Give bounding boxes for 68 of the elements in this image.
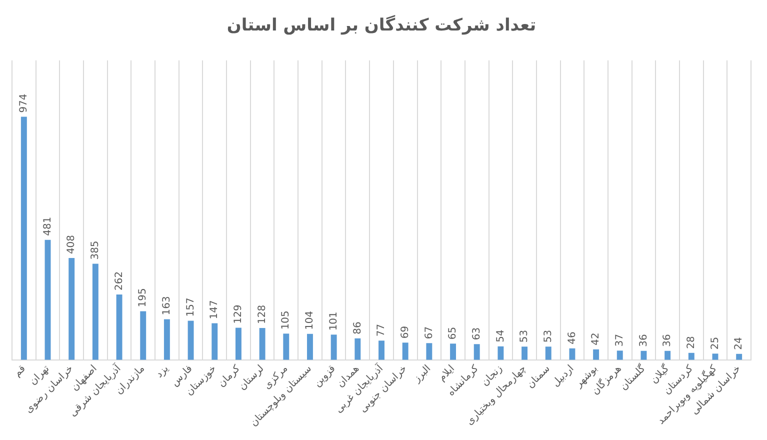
bar [140,311,146,360]
bar [212,323,218,360]
data-label: 157 [185,298,196,317]
x-tick-label: البرز [411,363,434,386]
data-label: 24 [734,337,745,350]
data-label: 53 [542,330,554,343]
data-label: 36 [662,334,674,347]
data-label: 481 [42,216,54,236]
data-label: 36 [638,334,650,347]
data-label: 25 [710,336,721,350]
data-label: 37 [614,334,626,347]
bar [164,319,170,360]
x-tick-label: سمنان [525,363,552,391]
data-label: 163 [162,296,173,316]
data-label: 105 [280,310,292,330]
bar [330,334,337,360]
data-label: 54 [495,330,506,342]
x-tick-label: اردبیل [550,363,576,390]
data-label: 86 [352,322,364,334]
data-label: 147 [209,300,220,320]
bar [736,354,742,360]
data-label: 65 [448,326,459,340]
bar [498,346,504,360]
data-label: 408 [66,234,78,254]
data-label: 385 [90,240,102,260]
bar [450,344,456,360]
data-label: 129 [233,304,244,324]
x-tick-label: قزوین [312,363,338,390]
bar [569,348,576,360]
data-label: 101 [328,312,340,331]
bar [378,340,384,360]
bar [545,346,552,360]
data-label: 262 [114,271,125,290]
bar [640,350,647,360]
bar [307,334,313,360]
bar [20,116,27,360]
bar [664,350,671,360]
data-label: 128 [256,304,268,324]
data-label: 42 [590,332,602,346]
data-label: 46 [566,332,578,344]
x-tick-label: قم [12,363,28,380]
data-label: 28 [686,336,697,349]
bar [235,328,242,360]
data-label: 67 [424,326,435,340]
bar [44,240,51,360]
bar [402,342,408,360]
data-label: 53 [519,330,530,343]
bar [92,264,98,360]
chart-title: تعداد شرکت کنندگان بر اساس استان [226,14,536,36]
bar [259,328,266,360]
bar [354,338,361,360]
x-tick-label: یزد [154,363,172,380]
data-label: 195 [138,288,149,308]
bar [593,349,600,360]
bar [188,320,194,360]
bar [68,258,75,360]
data-label: 77 [376,324,388,337]
data-label: 104 [304,310,316,330]
data-label: 63 [471,327,482,340]
bar [474,344,480,360]
bar [688,352,694,360]
bar [522,346,528,360]
bar [426,343,432,360]
bar [283,334,290,360]
data-label: 69 [400,326,411,339]
data-label: 974 [18,94,30,113]
bar [616,350,623,360]
bar [116,294,122,360]
